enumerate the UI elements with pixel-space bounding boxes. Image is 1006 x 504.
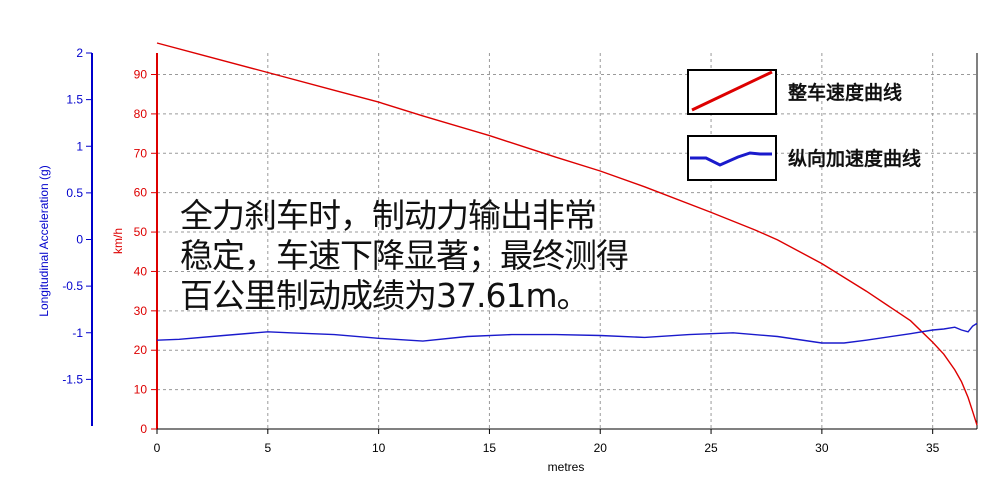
left-axis-tick-label: 1	[76, 139, 83, 153]
right-axis: 90 80 70 60 50 40 30 20 10 0 km/h	[111, 53, 158, 436]
left-axis-tick-label: 2	[76, 46, 83, 60]
x-tick-label: 10	[372, 441, 386, 455]
x-tick-label: 5	[264, 441, 271, 455]
left-axis-tick-label: 0	[76, 233, 83, 247]
right-axis-tick-label: 10	[134, 383, 148, 397]
right-axis-tick-label: 60	[134, 186, 148, 200]
x-tick-label: 30	[815, 441, 829, 455]
right-axis-tick-label: 90	[134, 68, 148, 82]
legend-swatch-line-2	[690, 151, 772, 167]
x-axis: 0 5 10 15 20 25 30 35 metres	[154, 53, 978, 474]
x-axis-title: metres	[548, 460, 585, 474]
left-axis-title: Longitudinal Acceleration (g)	[37, 165, 51, 316]
x-tick-label: 0	[154, 441, 161, 455]
x-tick-label: 20	[594, 441, 608, 455]
left-axis-tick-label: -0.5	[62, 279, 83, 293]
left-axis-tick-label: -1	[72, 326, 83, 340]
series-line-1	[156, 42, 978, 426]
right-axis-title: km/h	[111, 228, 125, 254]
right-axis-tick-label: 0	[140, 422, 147, 436]
grid	[157, 53, 977, 429]
legend-label-2: 纵向加速度曲线	[788, 147, 921, 170]
legend-swatch-line-1	[691, 70, 773, 112]
right-axis-tick-label: 80	[134, 107, 148, 121]
right-axis-tick-label: 50	[134, 225, 148, 239]
left-axis-tick-label: 1.5	[66, 93, 83, 107]
chart-caption: 全力刹车时，制动力输出非常 稳定，车速下降显著；最终测得 百公里制动成绩为37.…	[180, 196, 629, 315]
left-axis: 2 1.5 1 0.5 0 -0.5 -1 -1.5 Longitudinal Accelera…	[37, 46, 93, 426]
series-group	[156, 42, 978, 426]
left-axis-tick-label: -1.5	[62, 372, 83, 386]
series-line-2	[156, 322, 978, 344]
x-tick-label: 25	[704, 441, 718, 455]
right-axis-tick-label: 20	[134, 343, 148, 357]
x-tick-label: 35	[926, 441, 940, 455]
plot-area	[157, 53, 977, 429]
x-tick-label: 15	[483, 441, 497, 455]
right-axis-tick-label: 30	[134, 304, 148, 318]
right-axis-tick-label: 40	[134, 264, 148, 278]
legend-label-1: 整车速度曲线	[788, 81, 902, 104]
right-axis-tick-label: 70	[134, 146, 148, 160]
left-axis-tick-label: 0.5	[66, 186, 83, 200]
